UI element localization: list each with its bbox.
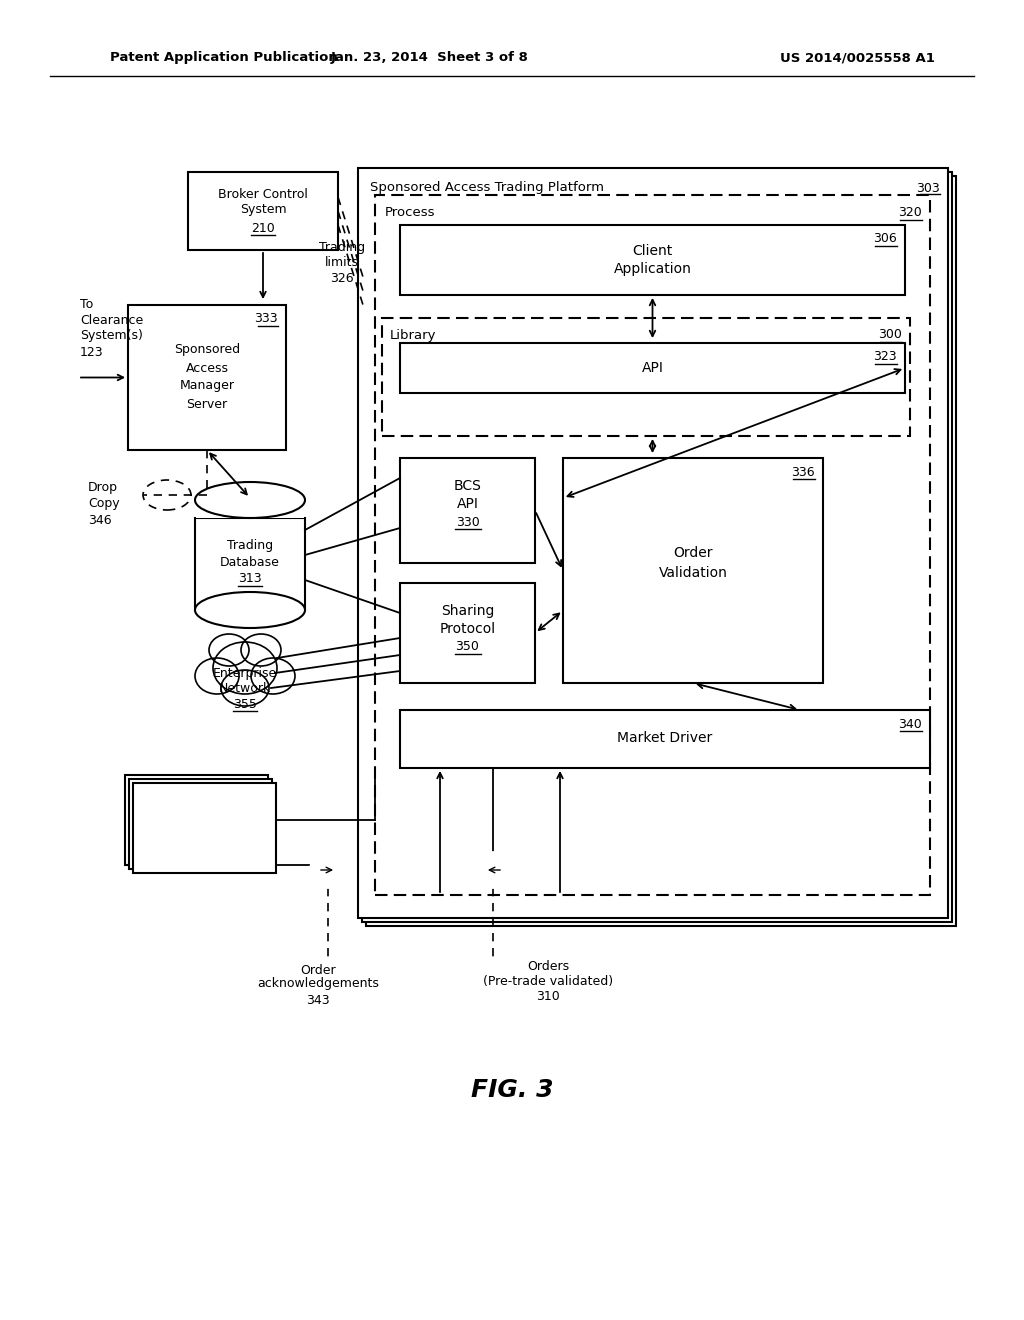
Text: (Pre-trade validated): (Pre-trade validated): [483, 974, 613, 987]
Text: Drop: Drop: [88, 482, 118, 495]
Ellipse shape: [195, 482, 305, 517]
Text: Manager: Manager: [179, 380, 234, 392]
Bar: [129, 779, 272, 869]
Text: 300: 300: [879, 329, 902, 342]
Ellipse shape: [241, 634, 281, 667]
Text: 355: 355: [233, 697, 257, 710]
Text: Sponsored Access Trading Platform: Sponsored Access Trading Platform: [370, 181, 604, 194]
Bar: [362, 172, 952, 921]
Text: 350: 350: [456, 640, 479, 653]
Bar: [358, 168, 948, 917]
Text: US 2014/0025558 A1: US 2014/0025558 A1: [780, 51, 935, 65]
Bar: [382, 318, 910, 436]
Text: limits: limits: [325, 256, 359, 269]
Text: Protocol: Protocol: [439, 622, 496, 636]
Bar: [366, 176, 956, 927]
Circle shape: [475, 851, 511, 888]
Text: 343: 343: [306, 994, 330, 1006]
Bar: [375, 195, 930, 895]
Text: 306: 306: [873, 232, 897, 246]
Text: 210: 210: [251, 222, 274, 235]
Text: Exchange: Exchange: [166, 796, 227, 809]
Text: 326: 326: [330, 272, 354, 285]
Text: 303: 303: [916, 181, 940, 194]
Text: To: To: [80, 298, 93, 312]
Text: Order: Order: [300, 964, 336, 977]
Text: Network: Network: [219, 681, 271, 694]
Ellipse shape: [195, 591, 305, 628]
Text: Database: Database: [220, 556, 280, 569]
Bar: [125, 775, 268, 865]
Text: FIG. 3: FIG. 3: [471, 1078, 553, 1102]
Text: 313: 313: [239, 573, 262, 586]
Text: Process: Process: [385, 206, 435, 219]
Text: Server: Server: [186, 397, 227, 411]
Text: Copy: Copy: [88, 496, 120, 510]
Text: Trading: Trading: [318, 242, 366, 255]
Ellipse shape: [209, 634, 249, 667]
Text: 333: 333: [254, 313, 278, 326]
Text: System(s): System(s): [80, 329, 143, 342]
Text: Orders: Orders: [527, 960, 569, 973]
Ellipse shape: [195, 657, 239, 694]
Text: BCS: BCS: [454, 479, 481, 492]
Text: API: API: [457, 498, 478, 511]
Bar: [128, 305, 286, 450]
Text: 340: 340: [898, 718, 922, 730]
Bar: [400, 224, 905, 294]
Ellipse shape: [221, 671, 269, 706]
Text: 320: 320: [898, 206, 922, 219]
Text: 323: 323: [873, 351, 897, 363]
Bar: [400, 458, 535, 564]
Bar: [400, 710, 930, 768]
Text: 336: 336: [792, 466, 815, 479]
Text: Enterprise: Enterprise: [213, 667, 278, 680]
Text: Broker Control: Broker Control: [218, 187, 308, 201]
Text: Clearance: Clearance: [80, 314, 143, 326]
Text: 123: 123: [80, 346, 103, 359]
Text: API: API: [642, 360, 664, 375]
Text: Market Driver: Market Driver: [617, 731, 713, 744]
Text: Order: Order: [673, 546, 713, 560]
Bar: [188, 172, 338, 249]
Text: Trading: Trading: [227, 539, 273, 552]
Circle shape: [310, 851, 346, 888]
Text: 116: 116: [184, 833, 208, 846]
Text: Server: Server: [176, 814, 217, 828]
Text: 310: 310: [537, 990, 560, 1003]
Bar: [563, 458, 823, 682]
Ellipse shape: [143, 480, 191, 510]
Text: Client: Client: [633, 244, 673, 257]
Bar: [196, 502, 304, 517]
Text: System: System: [240, 203, 287, 216]
Bar: [400, 583, 535, 682]
Text: 330: 330: [456, 516, 479, 528]
Bar: [195, 517, 305, 610]
Text: acknowledgements: acknowledgements: [257, 978, 379, 990]
Text: Library: Library: [390, 329, 436, 342]
Bar: [400, 343, 905, 393]
Text: Jan. 23, 2014  Sheet 3 of 8: Jan. 23, 2014 Sheet 3 of 8: [331, 51, 529, 65]
Ellipse shape: [213, 642, 278, 694]
Text: 346: 346: [88, 513, 112, 527]
Text: Application: Application: [613, 261, 691, 276]
Text: Sharing: Sharing: [440, 605, 495, 618]
Text: Sponsored: Sponsored: [174, 343, 240, 356]
Text: Validation: Validation: [658, 566, 727, 579]
Bar: [133, 783, 276, 873]
Ellipse shape: [251, 657, 295, 694]
Text: Access: Access: [185, 362, 228, 375]
Text: Patent Application Publication: Patent Application Publication: [110, 51, 338, 65]
